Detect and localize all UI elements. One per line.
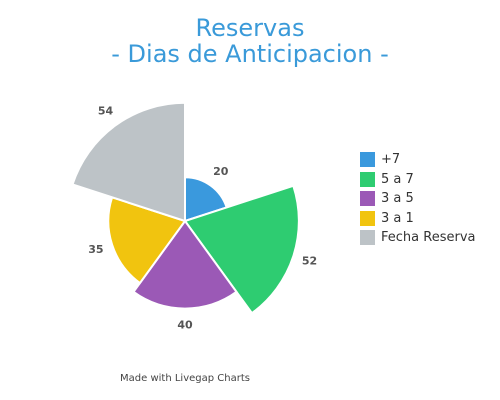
legend-swatch: [360, 171, 375, 187]
legend-swatch: [360, 191, 375, 207]
legend-swatch: [360, 230, 375, 246]
legend-item[interactable]: 3 a 1: [360, 209, 475, 229]
slice-5-a-7[interactable]: [183, 184, 300, 315]
value-label: 40: [177, 319, 193, 332]
legend-item[interactable]: +7: [360, 150, 475, 170]
slice-3-a-1[interactable]: [107, 196, 187, 285]
value-label: 52: [302, 254, 317, 267]
legend: +7 5 a 7 3 a 5 3 a 1 Fecha Reserva: [360, 150, 475, 248]
legend-label: 5 a 7: [381, 171, 414, 187]
value-label: 20: [213, 165, 229, 178]
legend-label: Fecha Reserva: [381, 230, 476, 246]
chart-title-line-2: - Dias de Anticipacion -: [111, 40, 389, 68]
legend-item[interactable]: 3 a 5: [360, 189, 475, 209]
legend-label: 3 a 1: [381, 210, 414, 226]
legend-label: +7: [381, 152, 401, 168]
chart-title-line-1: Reservas: [195, 14, 305, 42]
legend-item[interactable]: 5 a 7: [360, 170, 475, 190]
value-label: 35: [88, 243, 103, 256]
value-labels-layer: 20 52 40 35 54: [88, 105, 317, 332]
slice-3-a-5[interactable]: [132, 219, 238, 310]
credit-text: Made with Livegap Charts: [120, 373, 250, 384]
slices-layer: [71, 101, 300, 315]
legend-item[interactable]: Fecha Reserva: [360, 228, 475, 248]
legend-swatch: [360, 210, 375, 226]
slice-fecha-reserva[interactable]: [71, 101, 186, 223]
legend-label: 3 a 5: [381, 191, 414, 207]
legend-swatch: [360, 152, 375, 168]
value-label: 54: [98, 105, 114, 118]
